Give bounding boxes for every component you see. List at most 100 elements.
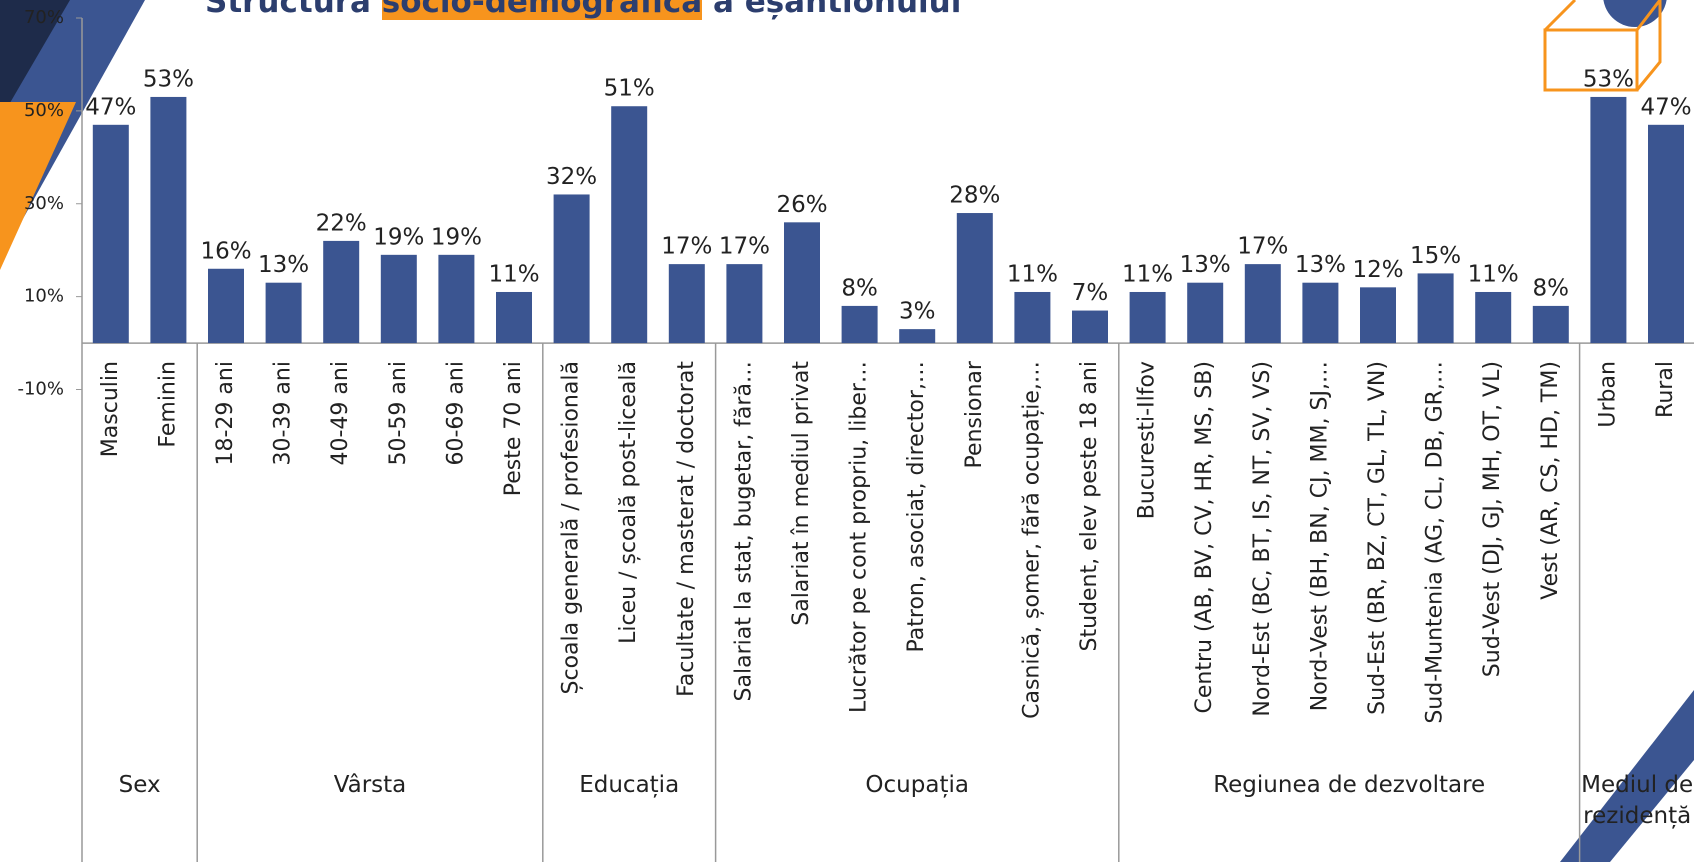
x-tick-label: 50-59 ani [386,361,411,465]
data-label: 12% [1352,257,1403,283]
x-tick-label: Lucrător pe cont propriu, liber… [847,361,872,713]
data-label: 22% [316,210,367,236]
x-tick-label: Salariat la stat, bugetar, fără… [731,361,756,701]
chart-title: Structura socio-demografică a eșantionul… [205,0,961,20]
data-label: 7% [1072,280,1109,306]
x-tick-label: 30-39 ani [271,361,296,465]
x-tick-label: Centru (AB, BV, CV, HR, MS, SB) [1192,361,1217,713]
data-label: 26% [776,192,827,218]
data-label: 28% [949,183,1000,209]
x-tick-label: Casnică, șomer, fără ocupație,… [1019,361,1044,719]
x-tick-label: Salariat în mediul privat [789,361,814,626]
data-label: 11% [1122,261,1173,287]
data-label: 16% [200,238,251,264]
x-tick-label: Sud-Est (BR, BZ, CT, GL, TL, VN) [1365,361,1390,715]
x-tick-label: Vest (AR, CS, HD, TM) [1538,361,1563,600]
bar [1130,292,1166,343]
y-tick-label: 50% [24,100,64,121]
y-tick-label: 10% [24,286,64,307]
x-tick-label: Patron, asociat, director,… [904,361,929,652]
bar [957,213,993,343]
data-label: 13% [1295,252,1346,278]
decor-orange [0,102,76,270]
data-label: 17% [719,234,770,260]
bar [496,292,532,343]
data-label: 53% [1583,66,1634,92]
bar [899,329,935,343]
x-tick-label: Nord-Est (BC, BT, IS, NT, SV, VS) [1250,361,1275,717]
data-label: 15% [1410,243,1461,269]
x-tick-label: 18-29 ani [213,361,238,465]
group-label: Regiunea de dezvoltare [1119,770,1580,801]
x-tick-label: 60-69 ani [443,361,468,465]
bar [611,106,647,343]
data-label: 13% [1180,252,1231,278]
data-label: 11% [1007,261,1058,287]
data-label: 19% [373,224,424,250]
bar [438,255,474,343]
data-label: 3% [899,299,936,325]
bar [1533,306,1569,343]
data-label: 32% [546,164,597,190]
group-label: Ocupația [716,770,1119,801]
x-tick-label: Peste 70 ani [501,361,526,496]
x-tick-label: Pensionar [962,360,987,468]
bar [1014,292,1050,343]
bar [1360,287,1396,343]
y-tick-label: -10% [17,379,64,400]
x-tick-label: Facultate / masterat / doctorat [674,361,699,697]
data-label: 17% [661,234,712,260]
x-tick-label: Liceu / școală post-liceală [616,361,641,644]
data-label: 53% [143,66,194,92]
title-highlight: socio-demografică [382,0,702,20]
bar [1418,273,1454,343]
title-part: Structura [205,0,371,20]
bar [1187,283,1223,343]
bar [208,269,244,343]
bar [1302,283,1338,343]
data-label: 8% [841,275,878,301]
bar [726,264,762,343]
data-label: 17% [1237,234,1288,260]
group-label: Vârsta [197,770,543,801]
data-label: 51% [604,76,655,102]
bar [150,97,186,343]
x-tick-label: Feminin [155,361,180,448]
data-label: 13% [258,252,309,278]
y-tick-label: 30% [24,193,64,214]
group-label: Educația [543,770,716,801]
data-label: 11% [488,261,539,287]
data-label: 47% [85,94,136,120]
bar [1072,311,1108,344]
data-label: 8% [1533,275,1570,301]
x-tick-label: 40-49 ani [328,361,353,465]
data-label: 19% [431,224,482,250]
bar [1590,97,1626,343]
group-label: Sex [82,770,197,801]
data-label: 47% [1640,94,1691,120]
bar [669,264,705,343]
x-tick-label: Nord-Vest (BH, BN, CJ, MM, SJ,… [1307,361,1332,711]
bar [93,125,129,343]
x-tick-label: Bucuresti-Ilfov [1135,361,1160,519]
bar [381,255,417,343]
x-tick-label: Urban [1595,361,1620,428]
y-tick-label: 70% [24,7,64,28]
bar [266,283,302,343]
bar [784,222,820,343]
bar [1475,292,1511,343]
chart: 70% 50% 30% 10% -10% 47% Masculin 53% Feminin 16%… [0,0,1694,862]
x-tick-label: Sud-Vest (DJ, GJ, MH, OT, VL) [1480,361,1505,677]
x-tick-label: Student, elev peste 18 ani [1077,361,1102,651]
data-label: 11% [1468,261,1519,287]
bar [323,241,359,343]
group-label: Mediul de rezidență [1580,770,1694,832]
bar [842,306,878,343]
bar [1245,264,1281,343]
x-tick-label: Masculin [98,361,123,457]
slide: 70% 50% 30% 10% -10% 47% Masculin 53% Feminin 16%… [0,0,1694,862]
bar [554,194,590,343]
x-tick-label: Sud-Muntenia (AG, CL, DB, GR,… [1423,361,1448,724]
bar [1648,125,1684,343]
x-tick-label: Școala generală / profesională [559,361,584,694]
